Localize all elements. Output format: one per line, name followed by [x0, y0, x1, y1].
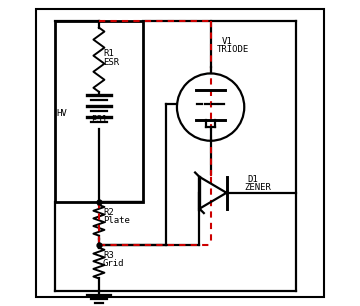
Text: Plate: Plate	[103, 216, 130, 226]
Text: V1: V1	[221, 37, 232, 46]
Text: TRIODE: TRIODE	[217, 45, 249, 54]
Text: ESR: ESR	[103, 58, 119, 67]
Text: Grid: Grid	[103, 259, 125, 268]
Bar	[55, 21, 143, 202]
Text: D1: D1	[247, 174, 258, 184]
Text: PS1: PS1	[91, 115, 107, 125]
Text: HV: HV	[56, 109, 67, 118]
Text: R2: R2	[103, 208, 114, 217]
Text: R1: R1	[103, 49, 114, 58]
Text: ZENER: ZENER	[244, 183, 271, 192]
Text: R3: R3	[103, 251, 114, 260]
